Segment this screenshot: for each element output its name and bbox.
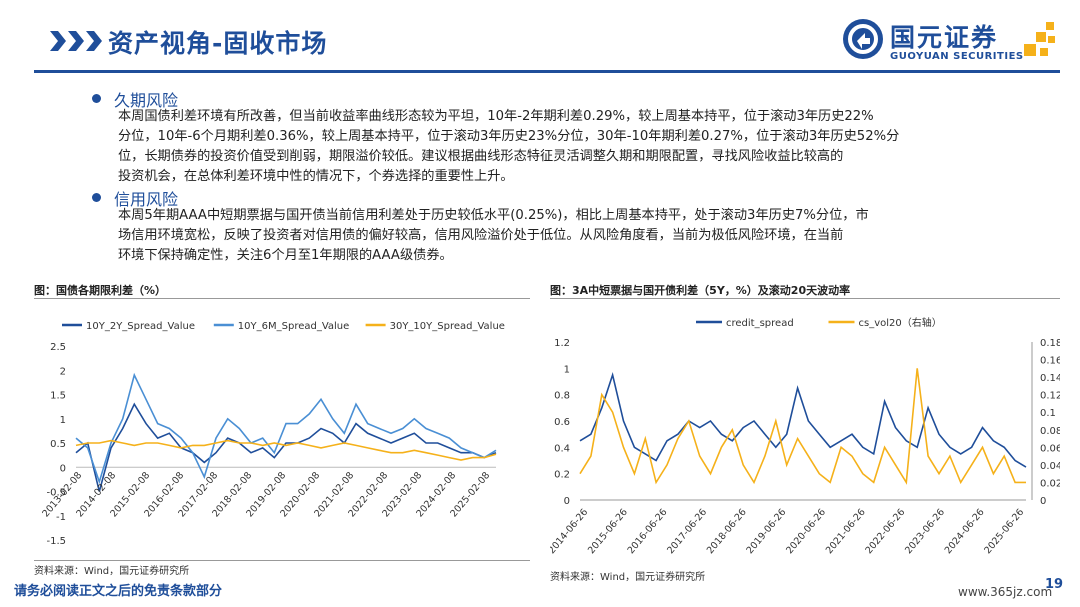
y-tick-label: 1.5	[50, 391, 66, 402]
series-line	[75, 402, 497, 492]
right-chart-title: 图：3A中短票据与国开债利差（5Y，%）及滚动20天波动率	[550, 284, 851, 297]
y-left-tick-label: 0	[564, 496, 570, 507]
right-chart-source: 资料来源：Wind，国元证券研究所	[550, 572, 706, 583]
x-tick-label: 2014-06-26	[550, 507, 590, 556]
section-heading-duration: 久期风险	[114, 91, 179, 110]
page-number: 19	[1045, 577, 1064, 592]
y-right-tick-label: 0.12	[1040, 391, 1060, 402]
y-right-tick-label: 0.06	[1040, 443, 1060, 454]
y-tick-label: 0	[60, 463, 66, 474]
x-tick-label: 2020-06-26	[784, 507, 828, 556]
x-tick-label: 2023-06-26	[903, 507, 947, 556]
paragraph-line: 场信用环境宽松，反映了投资者对信用债的偏好较高，信用风险溢价处于低位。从风险角度…	[118, 228, 844, 243]
x-tick-label: 2021-06-26	[824, 507, 868, 556]
series-line	[75, 372, 497, 485]
y-right-tick-label: 0.14	[1040, 373, 1060, 384]
left-chart-bottom-rule	[34, 560, 530, 561]
bullet-icon	[92, 94, 101, 103]
y-left-tick-label: 0.4	[554, 443, 570, 454]
disclaimer: 请务必阅读正文之后的免责条款部分	[14, 584, 223, 599]
page-title: 资产视角-固收市场	[108, 29, 328, 58]
y-tick-label: -1.5	[46, 536, 66, 547]
bullet-icon	[92, 193, 101, 202]
y-left-tick-label: 0.6	[554, 417, 570, 428]
legend-label: 10Y_6M_Spread_Value	[238, 321, 349, 332]
left-chart-rule	[34, 298, 530, 299]
paragraph-line: 环境下保持确定性，关注6个月至1年期限的AAA级债券。	[118, 248, 453, 263]
watermark: www.365jz.com	[958, 585, 1053, 599]
y-left-tick-label: 0.2	[554, 470, 570, 481]
section-body-credit: 本周5年期AAA中短期票据与国开债当前信用利差处于历史较低水平(0.25%)，相…	[118, 206, 1048, 266]
paragraph-line: 本周5年期AAA中短期票据与国开债当前信用利差处于历史较低水平(0.25%)，相…	[118, 208, 869, 223]
paragraph-line: 投资机会，在总体利差环境中性的情况下，个券选择的重要性上升。	[118, 169, 514, 184]
header-divider	[34, 70, 1060, 73]
y-right-tick-label: 0	[1040, 496, 1046, 507]
x-tick-label: 2018-06-26	[705, 507, 749, 556]
y-tick-label: 2.5	[50, 342, 66, 353]
legend-label: credit_spread	[726, 318, 794, 329]
y-right-tick-label: 0.1	[1040, 408, 1056, 419]
x-tick-label: 2017-06-26	[665, 507, 709, 556]
legend-label: 30Y_10Y_Spread_Value	[390, 321, 505, 332]
left-chart: 10Y_2Y_Spread_Value 10Y_6M_Spread_Value 30…	[40, 321, 505, 547]
logo-text-cn: 国元证券	[890, 23, 999, 52]
x-tick-label: 2025-06-26	[982, 507, 1026, 556]
y-tick-label: -0.5	[46, 488, 66, 499]
logo-text-en: GUOYUAN SECURITIES	[890, 51, 1024, 62]
y-tick-label: 1	[60, 415, 66, 426]
x-tick-label: 2024-06-26	[943, 507, 987, 556]
y-tick-label: 2	[60, 366, 66, 377]
legend-label: 10Y_2Y_Spread_Value	[86, 321, 195, 332]
series-line	[579, 368, 1026, 485]
left-chart-source: 资料来源：Wind，国元证券研究所	[34, 566, 190, 577]
logo-icon	[843, 19, 883, 59]
y-left-tick-label: 0.8	[554, 391, 570, 402]
logo-squares-icon	[1024, 22, 1055, 56]
y-right-tick-label: 0.08	[1040, 426, 1060, 437]
y-left-tick-label: 1	[564, 364, 570, 375]
series-line	[75, 439, 497, 461]
paragraph-line: 位，长期债券的投资价值受到削弱，期限溢价较低。建议根据曲线形态特征灵活调整久期和…	[118, 149, 844, 164]
section-body-duration: 本周国债利差环境有所改善，但当前收益率曲线形态较为平坦，10年-2年期利差0.2…	[118, 107, 1048, 187]
chevrons-icon	[50, 31, 102, 51]
y-tick-label: -1	[56, 512, 66, 523]
series-line	[579, 371, 1027, 468]
x-tick-label: 2015-06-26	[586, 507, 630, 556]
legend-label: cs_vol20（右轴）	[859, 316, 942, 329]
paragraph-line: 本周国债利差环境有所改善，但当前收益率曲线形态较为平坦，10年-2年期利差0.2…	[118, 109, 874, 124]
x-tick-label: 2016-06-26	[626, 507, 670, 556]
y-tick-label: 0.5	[50, 439, 66, 450]
y-right-tick-label: 0.02	[1040, 478, 1060, 489]
right-chart: credit_spread cs_vol20（右轴） 1.2 1 0.8 0.6 0.4 0.…	[550, 316, 1060, 556]
y-right-tick-label: 0.18	[1040, 338, 1060, 349]
y-right-tick-label: 0.16	[1040, 356, 1060, 367]
y-left-tick-label: 1.2	[554, 338, 570, 349]
paragraph-line: 分位，10年-6个月期利差0.36%，较上周基本持平，位于滚动3年历史23%分位…	[118, 129, 900, 144]
right-chart-rule	[550, 298, 1060, 299]
x-tick-label: 2019-06-26	[745, 507, 789, 556]
x-tick-label: 2022-06-26	[863, 507, 907, 556]
section-heading-credit: 信用风险	[114, 190, 179, 209]
left-chart-title: 图：国债各期限利差（%）	[34, 284, 167, 297]
y-right-tick-label: 0.04	[1040, 461, 1060, 472]
